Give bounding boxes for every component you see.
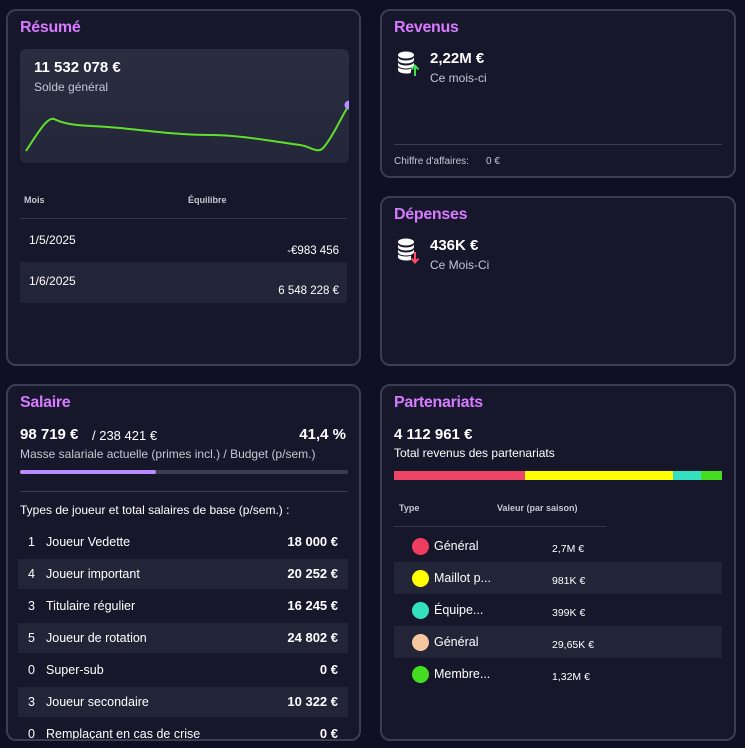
item-value: 16 245 € (287, 598, 338, 613)
type-name: Général (434, 635, 479, 649)
balance-line (25, 104, 349, 152)
type-name: Maillot p... (434, 571, 491, 585)
salary-current: 98 719 € (20, 426, 79, 443)
type-value: 1,32M € (552, 671, 590, 683)
row-value: -€983 456 (287, 245, 339, 257)
table-row: Maillot p... 981K € (394, 562, 722, 594)
salaire-title: Salaire (20, 394, 71, 411)
depenses-title: Dépenses (394, 206, 468, 223)
balance-value: 11 532 078 € (34, 59, 121, 76)
type-color-dot (412, 634, 429, 651)
item-label: Joueur important (46, 567, 140, 581)
table-row: 1/5/2025 -€983 456 (20, 222, 347, 262)
type-name: Équipe... (434, 603, 484, 617)
partnership-share-bar (394, 471, 722, 480)
item-value: 0 € (319, 662, 338, 677)
col-month-header: Mois (24, 195, 45, 205)
type-name: Membre... (434, 667, 491, 681)
share-segment-4 (700, 471, 722, 480)
balance-last-point (344, 100, 349, 110)
col-type-header: Type (399, 503, 420, 513)
revenus-value: 2,22M € (430, 50, 485, 67)
salary-subtitle: Masse salariale actuelle (primes incl.) … (20, 447, 316, 461)
item-value: 0 € (319, 726, 338, 741)
type-color-dot (412, 602, 429, 619)
list-item: 0 Remplaçant en cas de crise 0 € (18, 719, 348, 741)
resume-title: Résumé (20, 19, 81, 36)
table-row: Général 29,65K € (394, 626, 722, 658)
depenses-panel: Dépenses 436K € Ce Mois-Ci (380, 196, 736, 366)
list-item: 3 Titulaire régulier 16 245 € (18, 591, 348, 621)
revenus-panel: Revenus 2,22M € Ce mois-ci Chiffre d'aff… (380, 9, 736, 178)
balance-label: Solde général (34, 80, 109, 94)
type-color-dot (412, 570, 429, 587)
item-count: 3 (28, 695, 35, 709)
type-value: 2,7M € (552, 543, 585, 555)
col-balance-header: Équilibre (188, 195, 227, 205)
revenue-footer-value: 0 € (486, 156, 500, 167)
row-month: 1/6/2025 (29, 274, 76, 288)
item-count: 1 (28, 535, 35, 549)
salaire-panel: Salaire 98 719 € / 238 421 € 41,4 % Mass… (6, 384, 361, 741)
item-value: 18 000 € (287, 534, 338, 549)
share-segment-1 (394, 471, 526, 480)
salary-progress-fill (20, 470, 156, 474)
item-count: 0 (28, 727, 35, 741)
item-label: Remplaçant en cas de crise (46, 727, 201, 741)
table-row: Membre... 1,32M € (394, 658, 722, 690)
types-heading: Types de joueur et total salaires de bas… (20, 503, 290, 517)
item-value: 20 252 € (287, 566, 338, 581)
item-value: 24 802 € (287, 630, 338, 645)
coins-down-icon (398, 238, 420, 264)
share-segment-3 (672, 471, 701, 480)
coins-up-icon (398, 51, 420, 76)
type-color-dot (412, 666, 429, 683)
type-value: 399K € (552, 607, 586, 619)
revenue-footer-label: Chiffre d'affaires: (394, 156, 469, 167)
salary-progress-track (20, 470, 348, 474)
item-count: 3 (28, 599, 35, 613)
col-value-header: Valeur (par saison) (497, 503, 578, 513)
list-item: 3 Joueur secondaire 10 322 € (18, 687, 348, 717)
item-label: Titulaire régulier (46, 599, 136, 613)
list-item: 0 Super-sub 0 € (18, 655, 348, 685)
type-color-dot (412, 538, 429, 555)
table-row: 1/6/2025 6 548 228 € (20, 262, 347, 303)
revenus-title: Revenus (394, 19, 459, 36)
balance-chart: 11 532 078 € Solde général (20, 49, 349, 163)
partenariats-title: Partenariats (394, 394, 483, 411)
type-name: Général (434, 539, 479, 553)
partnership-total: 4 112 961 € (394, 426, 473, 443)
list-item: 5 Joueur de rotation 24 802 € (18, 623, 348, 653)
item-label: Super-sub (46, 663, 104, 677)
item-count: 4 (28, 567, 35, 581)
depenses-value: 436K € (430, 237, 479, 254)
row-value: 6 548 228 € (278, 285, 339, 297)
row-month: 1/5/2025 (29, 233, 76, 247)
item-value: 10 322 € (287, 694, 338, 709)
item-label: Joueur secondaire (46, 695, 149, 709)
list-item: 4 Joueur important 20 252 € (18, 559, 348, 589)
depenses-label: Ce Mois-Ci (430, 258, 490, 272)
resume-panel: Résumé 11 532 078 € Solde général Mois É… (6, 9, 361, 366)
item-count: 5 (28, 631, 35, 645)
revenus-label: Ce mois-ci (430, 71, 487, 85)
table-row: Général 2,7M € (394, 530, 722, 562)
partnership-total-label: Total revenus des partenariats (394, 446, 555, 460)
item-label: Joueur Vedette (46, 535, 131, 549)
share-segment-2 (525, 471, 673, 480)
type-value: 981K € (552, 575, 586, 587)
item-count: 0 (28, 663, 35, 677)
item-label: Joueur de rotation (46, 631, 147, 645)
salary-budget: / 238 421 € (92, 428, 158, 443)
table-row: Équipe... 399K € (394, 594, 722, 626)
type-value: 29,65K € (552, 639, 595, 651)
list-item: 1 Joueur Vedette 18 000 € (18, 527, 348, 557)
partenariats-panel: Partenariats 4 112 961 € Total revenus d… (380, 384, 736, 741)
salary-percent: 41,4 % (299, 426, 346, 443)
